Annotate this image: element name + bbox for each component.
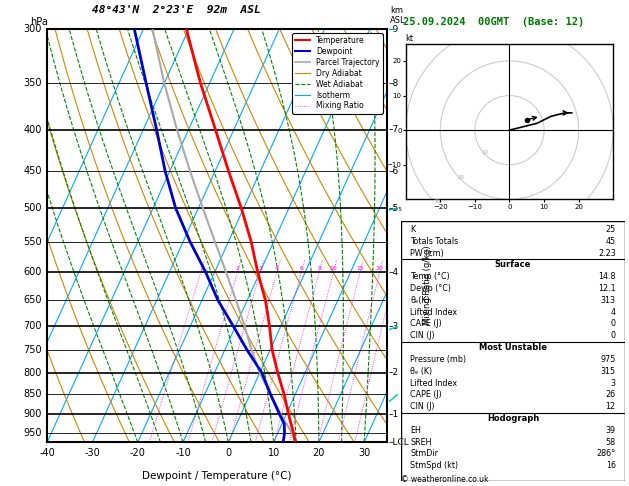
Text: 313: 313 xyxy=(601,296,616,305)
Text: –5₅: –5₅ xyxy=(389,204,403,213)
Text: –1: –1 xyxy=(389,410,399,419)
Legend: Temperature, Dewpoint, Parcel Trajectory, Dry Adiabat, Wet Adiabat, Isotherm, Mi: Temperature, Dewpoint, Parcel Trajectory… xyxy=(292,33,383,114)
Text: Temp (°C): Temp (°C) xyxy=(410,272,450,281)
Text: PW (cm): PW (cm) xyxy=(410,248,444,258)
Text: 900: 900 xyxy=(24,409,42,419)
Text: 4: 4 xyxy=(611,308,616,317)
Text: EH: EH xyxy=(410,426,421,435)
Text: –6: –6 xyxy=(389,167,399,176)
Text: 30: 30 xyxy=(358,449,370,458)
Text: –LCL: –LCL xyxy=(389,438,409,447)
Text: Dewp (°C): Dewp (°C) xyxy=(410,284,451,293)
Text: 10: 10 xyxy=(330,266,337,271)
Text: 450: 450 xyxy=(23,166,42,176)
Text: -30: -30 xyxy=(84,449,101,458)
Text: 0: 0 xyxy=(225,449,231,458)
Text: 286°: 286° xyxy=(596,450,616,458)
Text: Hodograph: Hodograph xyxy=(487,414,539,423)
Text: 12: 12 xyxy=(606,402,616,411)
Text: 0: 0 xyxy=(611,319,616,329)
Text: Dewpoint / Temperature (°C): Dewpoint / Temperature (°C) xyxy=(142,471,292,481)
Text: CIN (J): CIN (J) xyxy=(410,331,435,340)
Text: –3: –3 xyxy=(389,322,399,330)
Text: © weatheronline.co.uk: © weatheronline.co.uk xyxy=(401,474,489,484)
Text: StmDir: StmDir xyxy=(410,450,438,458)
Text: Lifted Index: Lifted Index xyxy=(410,379,457,387)
Text: 400: 400 xyxy=(24,125,42,135)
Text: 0: 0 xyxy=(611,331,616,340)
Text: 8: 8 xyxy=(317,266,321,271)
Text: –9: –9 xyxy=(389,25,399,34)
Text: 25.09.2024  00GMT  (Base: 12): 25.09.2024 00GMT (Base: 12) xyxy=(403,17,584,27)
Text: 20: 20 xyxy=(376,266,384,271)
Text: 2: 2 xyxy=(235,266,240,271)
Text: 600: 600 xyxy=(24,267,42,277)
Text: 800: 800 xyxy=(24,368,42,378)
Text: 39: 39 xyxy=(606,426,616,435)
Text: 700: 700 xyxy=(23,321,42,331)
Text: 500: 500 xyxy=(23,203,42,213)
Text: 1: 1 xyxy=(199,266,203,271)
Text: 15: 15 xyxy=(356,266,364,271)
Text: km
ASL: km ASL xyxy=(390,6,406,25)
Text: –7: –7 xyxy=(389,125,399,135)
Text: Mixing Ratio (g/kg): Mixing Ratio (g/kg) xyxy=(423,245,432,325)
Text: 350: 350 xyxy=(23,78,42,88)
Text: 550: 550 xyxy=(23,237,42,246)
Text: Lifted Index: Lifted Index xyxy=(410,308,457,317)
Text: 25: 25 xyxy=(606,225,616,234)
Text: SREH: SREH xyxy=(410,437,431,447)
Text: 3: 3 xyxy=(611,379,616,387)
Text: 30: 30 xyxy=(433,199,440,204)
Text: Totals Totals: Totals Totals xyxy=(410,237,459,246)
Text: 16: 16 xyxy=(606,461,616,470)
Text: 58: 58 xyxy=(606,437,616,447)
Text: 975: 975 xyxy=(600,355,616,364)
Text: K: K xyxy=(410,225,415,234)
Text: -20: -20 xyxy=(130,449,146,458)
Text: 750: 750 xyxy=(23,346,42,355)
Text: 14.8: 14.8 xyxy=(598,272,616,281)
Text: -10: -10 xyxy=(175,449,191,458)
Text: 48°43'N  2°23'E  92m  ASL: 48°43'N 2°23'E 92m ASL xyxy=(92,5,260,15)
Text: 20: 20 xyxy=(313,449,325,458)
Text: 20: 20 xyxy=(457,174,465,180)
Text: CIN (J): CIN (J) xyxy=(410,402,435,411)
Text: –4: –4 xyxy=(389,268,399,277)
Text: 3: 3 xyxy=(259,266,262,271)
Text: Most Unstable: Most Unstable xyxy=(479,343,547,352)
Text: 650: 650 xyxy=(23,295,42,305)
Text: 4: 4 xyxy=(275,266,279,271)
Text: 45: 45 xyxy=(606,237,616,246)
Text: Surface: Surface xyxy=(495,260,531,269)
Text: kt: kt xyxy=(406,34,414,43)
Text: hPa: hPa xyxy=(30,17,48,27)
Text: CAPE (J): CAPE (J) xyxy=(410,390,442,399)
Text: 950: 950 xyxy=(23,428,42,438)
Text: 2.23: 2.23 xyxy=(598,248,616,258)
Text: 10: 10 xyxy=(267,449,280,458)
Text: 26: 26 xyxy=(606,390,616,399)
Text: StmSpd (kt): StmSpd (kt) xyxy=(410,461,459,470)
Text: 12.1: 12.1 xyxy=(598,284,616,293)
Text: CAPE (J): CAPE (J) xyxy=(410,319,442,329)
Text: θₑ (K): θₑ (K) xyxy=(410,367,432,376)
Text: Pressure (mb): Pressure (mb) xyxy=(410,355,466,364)
Text: 10: 10 xyxy=(482,150,489,156)
Text: –2: –2 xyxy=(389,368,399,378)
Text: θₑ(K): θₑ(K) xyxy=(410,296,430,305)
Text: -40: -40 xyxy=(39,449,55,458)
Text: 850: 850 xyxy=(23,389,42,399)
Text: –8: –8 xyxy=(389,79,399,87)
Text: 6: 6 xyxy=(299,266,303,271)
Text: 300: 300 xyxy=(24,24,42,34)
Text: 315: 315 xyxy=(601,367,616,376)
